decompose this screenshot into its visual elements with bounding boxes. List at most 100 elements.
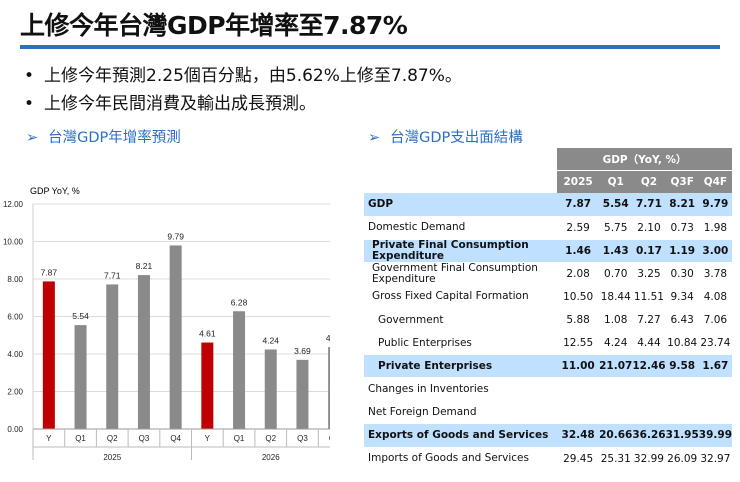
table-cell: 39.99 [698,423,732,448]
left-subtitle: ➢ 台灣GDP年增率預測 [26,126,181,147]
bar [106,284,119,429]
table-cell: 9.58 [665,354,699,379]
table-cell: 0.30 [665,262,699,286]
arrow-bullet-icon: ➢ [26,130,39,146]
right-subtitle-text: 台灣GDP支出面結構 [390,130,523,146]
bullet-list: 上修今年預測2.25個百分點，由5.62%上修至7.87%。 上修今年民間消費及… [24,62,462,118]
table-cell: 5.54 [599,193,633,217]
x-tick-label: Q2 [107,434,118,443]
table-cell: 26.09 [665,447,699,471]
table-row: Domestic Demand 2.59 5.75 2.10 0.73 1.98 [364,216,732,240]
table-row: Changes in Inventories [364,377,732,402]
data-label: 3.69 [294,346,311,356]
data-label: 7.87 [41,267,58,277]
table-cell: 2.08 [557,262,600,286]
y-tick-label: 8.00 [7,275,23,284]
table-cell: 23.74 [698,331,732,356]
table-cell [632,377,666,402]
data-label: 4.61 [199,329,216,339]
table-row: Gross Fixed Capital Formation 10.50 18.44 1… [364,285,732,309]
y-tick-label: 10.00 [3,238,24,247]
data-label: 5.54 [72,311,89,321]
table-cell: 7.06 [698,308,732,333]
left-subtitle-text: 台灣GDP年增率預測 [48,130,181,146]
table-cell: 6.43 [665,308,699,333]
column-header: Q2 [632,170,666,193]
row-label: Exports of Goods and Services [364,423,558,448]
table-row: Private Enterprises 11.00 21.07 12.46 9.58 1.… [364,354,732,379]
table-row: Imports of Goods and Services 29.45 25.31 3… [364,447,732,471]
table-cell: 3.25 [632,262,666,286]
table-row: GDP 7.87 5.54 7.71 8.21 9.79 [364,193,732,217]
table-row: Public Enterprises 12.55 4.24 4.44 10.84 23.7… [364,331,732,356]
table-cell: 7.71 [632,193,666,217]
x-tick-label: Y [46,434,52,443]
table-cell: 0.70 [599,262,633,286]
table-cell: 11.00 [557,354,600,379]
row-label: Net Foreign Demand [364,400,558,425]
x-tick-label: Q4 [170,434,181,443]
bar [233,311,246,429]
table-cell: 7.27 [632,308,666,333]
bar [74,325,87,429]
column-header: 2025 [557,170,600,193]
table-cell [599,400,633,425]
column-header: Q4F [698,170,732,193]
table-cell: 21.07 [599,354,633,379]
table-cell: 1.46 [557,239,600,263]
table-cell: 18.44 [599,285,633,309]
table-cell: 36.26 [632,423,666,448]
table-cell [698,400,732,425]
table-cell: 32.99 [632,447,666,471]
data-label: 4.37 [326,333,330,343]
row-label: Public Enterprises [364,331,558,356]
y-tick-label: 4.00 [7,350,23,359]
table-cell: 9.79 [698,193,732,217]
table-cell: 25.31 [599,447,633,471]
table-row: Private Final Consumption Expenditure 1.4… [364,239,732,263]
gdp-expenditure-table: GDP（YoY, %） 2025 Q1 Q2 Q3F Q4F GDP 7.87 5.54 7.… [364,148,732,471]
table-cell [557,377,600,402]
table-cell [632,400,666,425]
data-label: 4.24 [262,336,279,346]
row-label: Private Final Consumption Expenditure [364,239,558,263]
table-row: Government 5.88 1.08 7.27 6.43 7.06 [364,308,732,333]
table-cell: 11.51 [632,285,666,309]
table-cell: 10.50 [557,285,600,309]
table-cell: 20.66 [599,423,633,448]
data-label: 6.28 [231,297,248,307]
table-cell [665,377,699,402]
data-label: 8.21 [136,261,153,271]
table-cell: 12.55 [557,331,600,356]
group-label: 2026 [262,453,280,460]
table-cell: 31.95 [665,423,699,448]
page-title: 上修今年台灣GDP年增率至7.87% [20,11,408,40]
bar [137,275,150,429]
table-cell: 0.73 [665,216,699,240]
arrow-bullet-icon: ➢ [368,130,381,146]
table-cell [557,400,600,425]
table-cell: 29.45 [557,447,600,471]
row-label: Domestic Demand [364,216,558,240]
x-tick-label: Q4 [329,434,330,443]
table-cell: 5.88 [557,308,600,333]
bullet-item: 上修今年民間消費及輸出成長預測。 [24,90,462,118]
y-tick-label: 2.00 [7,388,23,397]
table-cell: 5.75 [599,216,633,240]
table-cell: 32.48 [557,423,600,448]
row-label: Private Enterprises [364,354,558,379]
right-subtitle: ➢ 台灣GDP支出面結構 [368,126,523,147]
table-cell: 8.21 [665,193,699,217]
x-tick-label: Q2 [265,434,276,443]
title-underline [20,45,720,49]
data-label: 7.71 [104,270,121,280]
bar [264,349,277,429]
column-header: Q3F [665,170,699,193]
y-axis-label: GDP YoY, % [30,186,80,196]
table-cell: 4.24 [599,331,633,356]
x-tick-label: Y [205,434,211,443]
bar [328,347,330,429]
table-cell: 32.97 [698,447,732,471]
bar [169,245,182,429]
table-cell: 3.00 [698,239,732,263]
